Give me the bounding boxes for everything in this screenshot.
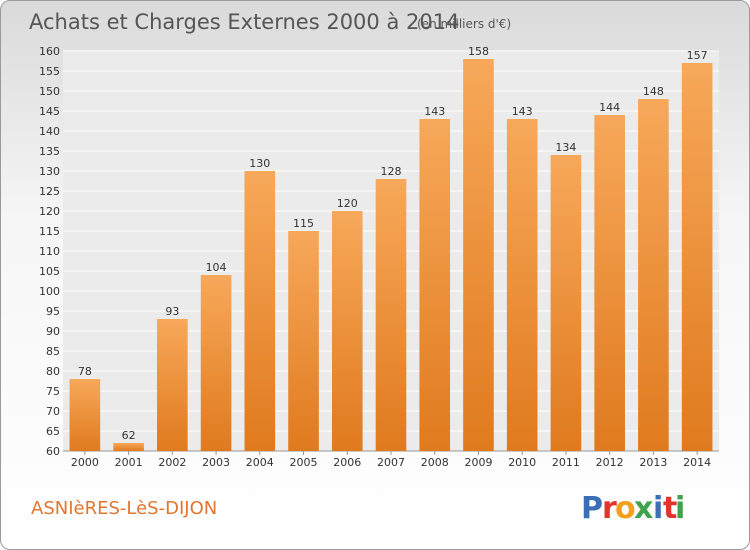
city-name: ASNIèRES-LèS-DIJON <box>31 498 217 519</box>
x-tick-label: 2006 <box>333 456 361 469</box>
y-tick-label: 145 <box>39 105 60 118</box>
bar <box>506 119 538 451</box>
logo-letter: i <box>653 491 663 526</box>
x-tick-label: 2011 <box>552 456 580 469</box>
y-tick-label: 155 <box>39 65 60 78</box>
y-tick-label: 95 <box>46 305 60 318</box>
bar <box>550 155 582 451</box>
y-tick-label: 135 <box>39 145 60 158</box>
y-tick-label: 105 <box>39 265 60 278</box>
y-tick-label: 115 <box>39 225 60 238</box>
logo-letter: t <box>663 491 677 526</box>
value-label: 128 <box>381 165 402 178</box>
x-tick-label: 2003 <box>202 456 230 469</box>
bar <box>288 231 319 451</box>
y-tick-label: 140 <box>39 125 60 138</box>
bar <box>331 211 363 451</box>
logo-letter: i <box>675 491 685 526</box>
chart-subtitle: (en milliers d'€) <box>417 17 511 31</box>
value-label: 144 <box>599 101 620 114</box>
bar <box>157 319 188 451</box>
bar <box>594 115 625 451</box>
bar <box>69 379 101 451</box>
value-label: 78 <box>78 365 92 378</box>
logo-letter: r <box>602 491 617 526</box>
x-tick-label: 2012 <box>596 456 624 469</box>
x-tick-label: 2001 <box>115 456 143 469</box>
x-tick-label: 2013 <box>639 456 667 469</box>
x-tick-label: 2005 <box>290 456 318 469</box>
x-tick-label: 2002 <box>158 456 186 469</box>
x-tick-label: 2010 <box>508 456 536 469</box>
value-label: 157 <box>687 49 708 62</box>
value-label: 143 <box>424 105 445 118</box>
y-tick-label: 65 <box>46 425 60 438</box>
y-tick-label: 80 <box>46 365 60 378</box>
value-label: 130 <box>249 157 270 170</box>
bar <box>113 443 144 451</box>
y-tick-label: 85 <box>46 345 60 358</box>
value-label: 158 <box>468 45 489 58</box>
y-tick-label: 130 <box>39 165 60 178</box>
bar <box>244 171 276 451</box>
value-label: 120 <box>337 197 358 210</box>
chart-title: Achats et Charges Externes 2000 à 2014 <box>29 10 459 34</box>
value-label: 148 <box>643 85 664 98</box>
bar <box>638 99 669 451</box>
y-tick-label: 160 <box>39 45 60 58</box>
bar <box>681 63 713 451</box>
y-tick-label: 100 <box>39 285 60 298</box>
y-tick-label: 70 <box>46 405 60 418</box>
y-tick-label: 60 <box>46 445 60 458</box>
x-tick-label: 2007 <box>377 456 405 469</box>
value-label: 93 <box>165 305 179 318</box>
y-tick-label: 150 <box>39 85 60 98</box>
bar <box>200 275 232 451</box>
value-label: 62 <box>122 429 136 442</box>
value-label: 104 <box>206 261 227 274</box>
plot-area: 60 65 70 75 80 85 90 95 100 105 110 115 120 125 130 135… <box>39 45 719 469</box>
bar <box>463 59 494 451</box>
y-tick-label: 120 <box>39 205 60 218</box>
value-label: 134 <box>555 141 576 154</box>
logo-letter: o <box>615 491 636 526</box>
x-tick-label: 2000 <box>71 456 99 469</box>
bar <box>419 119 451 451</box>
x-tick-label: 2014 <box>683 456 711 469</box>
x-tick-label: 2004 <box>246 456 274 469</box>
logo-letter: x <box>634 491 653 526</box>
value-label: 143 <box>512 105 533 118</box>
logo-letter: P <box>581 491 603 526</box>
y-tick-label: 125 <box>39 185 60 198</box>
bar <box>375 179 407 451</box>
value-label: 115 <box>293 217 314 230</box>
y-tick-label: 110 <box>39 245 60 258</box>
y-tick-label: 75 <box>46 385 60 398</box>
x-tick-label: 2008 <box>421 456 449 469</box>
x-tick-label: 2009 <box>464 456 492 469</box>
y-tick-label: 90 <box>46 325 60 338</box>
